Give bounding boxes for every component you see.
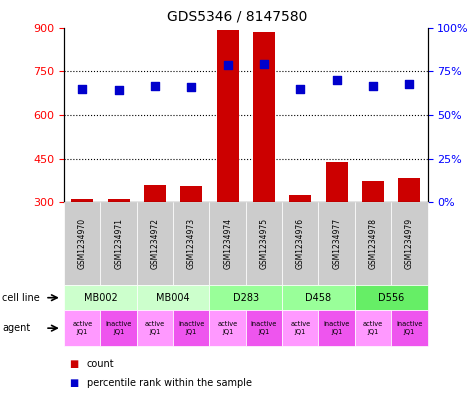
Bar <box>289 195 311 290</box>
Text: percentile rank within the sample: percentile rank within the sample <box>87 378 252 388</box>
Bar <box>253 32 275 290</box>
Text: inactive
JQ1: inactive JQ1 <box>178 321 205 335</box>
Text: GSM1234971: GSM1234971 <box>114 218 123 269</box>
Point <box>296 86 304 92</box>
Point <box>188 84 195 90</box>
Bar <box>399 178 420 290</box>
Text: inactive
JQ1: inactive JQ1 <box>105 321 132 335</box>
Text: inactive
JQ1: inactive JQ1 <box>396 321 423 335</box>
Text: active
JQ1: active JQ1 <box>218 321 238 335</box>
Point <box>260 61 268 67</box>
Text: active
JQ1: active JQ1 <box>290 321 311 335</box>
Text: active
JQ1: active JQ1 <box>72 321 93 335</box>
Text: ■: ■ <box>69 378 78 388</box>
Text: GSM1234973: GSM1234973 <box>187 218 196 269</box>
Text: GSM1234974: GSM1234974 <box>223 218 232 269</box>
Point <box>78 86 86 92</box>
Text: D556: D556 <box>378 293 404 303</box>
Bar <box>180 186 202 290</box>
Text: count: count <box>87 358 114 369</box>
Point <box>224 62 231 68</box>
Bar <box>144 185 166 290</box>
Text: GSM1234976: GSM1234976 <box>296 218 305 269</box>
Text: GSM1234972: GSM1234972 <box>151 218 160 269</box>
Text: GSM1234979: GSM1234979 <box>405 218 414 269</box>
Text: inactive
JQ1: inactive JQ1 <box>323 321 350 335</box>
Text: GDS5346 / 8147580: GDS5346 / 8147580 <box>167 10 308 24</box>
Text: cell line: cell line <box>2 293 40 303</box>
Text: D458: D458 <box>305 293 332 303</box>
Text: GSM1234975: GSM1234975 <box>259 218 268 269</box>
Text: active
JQ1: active JQ1 <box>145 321 165 335</box>
Bar <box>108 200 130 290</box>
Point <box>406 81 413 88</box>
Text: active
JQ1: active JQ1 <box>363 321 383 335</box>
Point <box>369 83 377 89</box>
Text: GSM1234978: GSM1234978 <box>369 218 378 269</box>
Text: agent: agent <box>2 323 30 333</box>
Text: D283: D283 <box>233 293 259 303</box>
Bar <box>217 30 238 290</box>
Text: GSM1234977: GSM1234977 <box>332 218 341 269</box>
Bar <box>71 200 93 290</box>
Point <box>151 83 159 89</box>
Point <box>333 77 341 83</box>
Text: GSM1234970: GSM1234970 <box>78 218 87 269</box>
Bar <box>362 180 384 290</box>
Bar <box>326 162 348 290</box>
Text: MB004: MB004 <box>156 293 190 303</box>
Text: MB002: MB002 <box>84 293 117 303</box>
Text: inactive
JQ1: inactive JQ1 <box>251 321 277 335</box>
Text: ■: ■ <box>69 358 78 369</box>
Point <box>115 87 123 93</box>
